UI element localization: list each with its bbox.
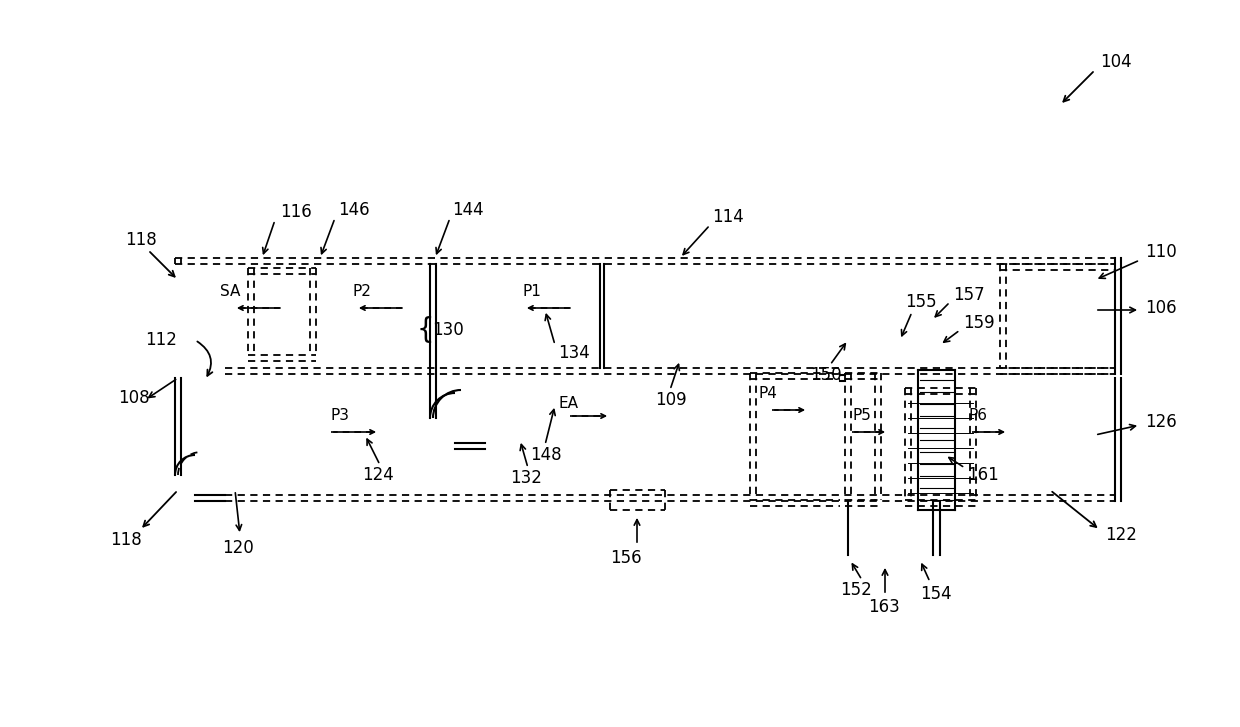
Text: 106: 106 xyxy=(1145,299,1177,317)
Text: 122: 122 xyxy=(1105,526,1137,544)
Text: 155: 155 xyxy=(905,293,936,311)
Text: 110: 110 xyxy=(1145,243,1177,261)
Text: 118: 118 xyxy=(125,231,156,249)
Text: P1: P1 xyxy=(522,284,541,300)
Text: 108: 108 xyxy=(118,389,150,407)
Text: P6: P6 xyxy=(968,408,987,422)
Text: 148: 148 xyxy=(529,446,562,464)
Text: 109: 109 xyxy=(655,391,687,409)
Text: 116: 116 xyxy=(280,203,311,221)
Text: EA: EA xyxy=(558,395,578,411)
Text: 104: 104 xyxy=(1100,53,1132,71)
Text: P3: P3 xyxy=(330,408,348,422)
Text: P2: P2 xyxy=(352,284,371,300)
Text: 154: 154 xyxy=(920,585,951,603)
Text: 157: 157 xyxy=(954,286,985,304)
Text: P5: P5 xyxy=(852,408,870,422)
Text: 152: 152 xyxy=(839,581,872,599)
Text: 150: 150 xyxy=(810,366,842,384)
Text: 134: 134 xyxy=(558,344,590,362)
Text: 124: 124 xyxy=(362,466,394,484)
Text: 146: 146 xyxy=(339,201,370,219)
Text: 161: 161 xyxy=(967,466,998,484)
Text: 163: 163 xyxy=(868,598,900,616)
Text: 144: 144 xyxy=(453,201,484,219)
Text: 114: 114 xyxy=(712,208,744,226)
Text: P4: P4 xyxy=(758,385,777,401)
Text: 118: 118 xyxy=(110,531,141,549)
Text: 132: 132 xyxy=(510,469,542,487)
Text: 130: 130 xyxy=(432,321,464,339)
Text: 120: 120 xyxy=(222,539,254,557)
Text: 112: 112 xyxy=(145,331,177,349)
Text: 159: 159 xyxy=(963,314,994,332)
Text: 126: 126 xyxy=(1145,413,1177,431)
Text: {: { xyxy=(417,316,435,344)
Text: 156: 156 xyxy=(610,549,641,567)
Text: SA: SA xyxy=(219,284,241,300)
